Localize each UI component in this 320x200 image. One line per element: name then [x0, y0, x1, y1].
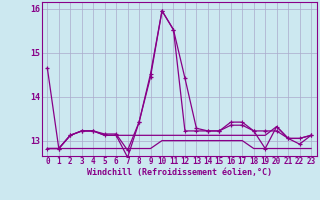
X-axis label: Windchill (Refroidissement éolien,°C): Windchill (Refroidissement éolien,°C) [87, 168, 272, 177]
